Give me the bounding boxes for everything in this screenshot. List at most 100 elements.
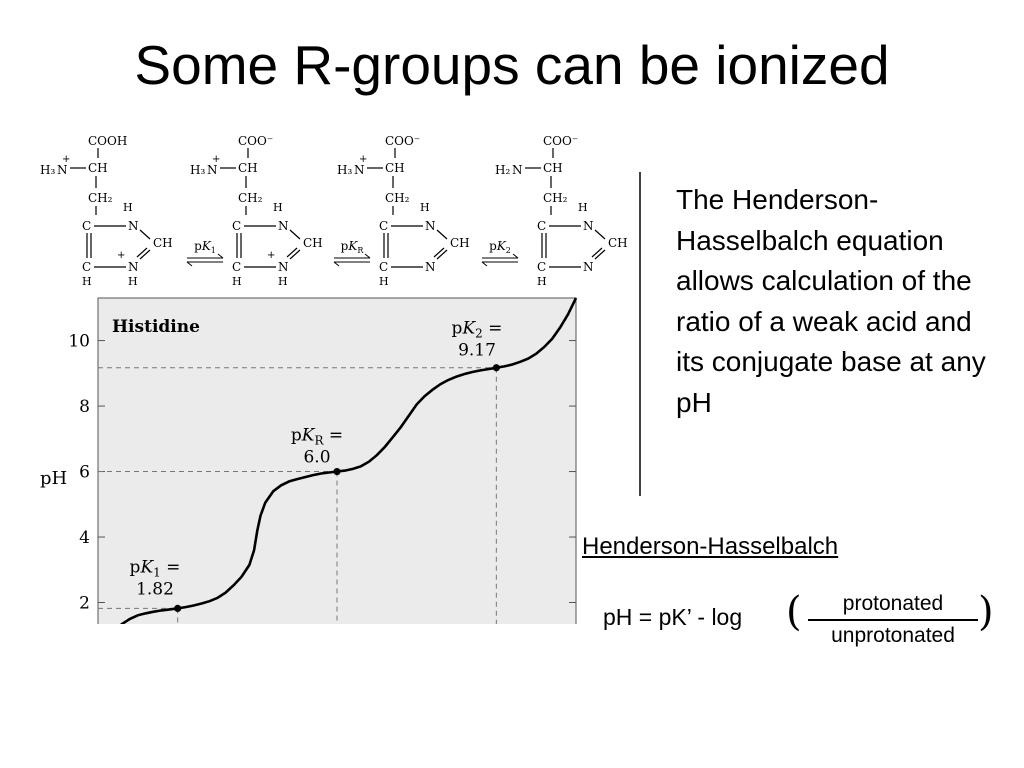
formula-denominator: unprotonated — [831, 623, 955, 647]
alpha-carbon-label: CH — [543, 161, 563, 175]
y-tick-label: 10 — [68, 332, 90, 352]
ring-carbon-hydrogen-label: H — [537, 275, 547, 288]
ring-carbon-2-label: C — [379, 260, 388, 274]
formula-lhs: pH = pK’ - log — [603, 604, 743, 630]
histidine-titration-chart: 24681001.02.03.0HistidinepHOH− (equivale… — [40, 297, 578, 624]
formula-numerator: protonated — [842, 592, 944, 615]
amine-n-label: N — [207, 163, 218, 177]
divider-line — [639, 172, 641, 496]
forward-arrow-head — [512, 253, 519, 259]
pk-subscript: R — [357, 246, 364, 255]
pk-k: K — [347, 239, 358, 253]
forward-arrow-head — [364, 253, 371, 259]
chart-title: Histidine — [112, 317, 200, 337]
pk-label-subscript: 1 — [153, 565, 161, 579]
titration-curve — [120, 297, 578, 624]
ring-n1-label: N — [278, 219, 289, 233]
henderson-hasselbalch-description: The Henderson-Hasselbalch equation allow… — [676, 184, 986, 418]
bond — [139, 229, 151, 240]
side-chain-ch2-label: CH₂ — [238, 191, 263, 205]
pk-label-value-1: 1.82 — [136, 579, 174, 599]
ring-carbon-label: C — [537, 219, 546, 233]
amine-charge-label: + — [62, 154, 70, 165]
pk-p: p — [341, 239, 349, 253]
bond — [286, 247, 298, 258]
pk-label-subscript: 2 — [475, 327, 483, 341]
ring-n3-charge-label: + — [117, 250, 125, 261]
ring-n3-label: N — [583, 260, 594, 274]
reverse-arrow-head — [333, 261, 340, 267]
carboxyl-group-label: COOH — [88, 134, 127, 148]
pk-label-equals: = — [323, 426, 343, 446]
ring-n3-charge-label: + — [267, 250, 275, 261]
ring-carbon-label: C — [379, 219, 388, 233]
bond — [136, 247, 148, 258]
ring-n1-hydrogen-label: H — [273, 201, 283, 214]
ring-n3-label: N — [128, 260, 139, 274]
side-chain-ch2-label: CH₂ — [385, 191, 410, 205]
ring-ch-label: CH — [153, 236, 173, 250]
pk-p: p — [489, 239, 497, 253]
equilibrium-label: pKR — [341, 239, 365, 255]
bond — [591, 247, 603, 258]
bond — [594, 249, 606, 260]
ring-n1-label: N — [583, 219, 594, 233]
amine-charge-label: + — [359, 154, 367, 165]
pk-point-2 — [333, 467, 341, 476]
pk-label-subscript: R — [314, 434, 324, 448]
pk-k: K — [496, 239, 507, 253]
equilibrium-arrow-3: pK2 — [481, 239, 519, 267]
pk-label-k: K — [301, 426, 316, 446]
amine-n-label: N — [57, 163, 68, 177]
ring-n3-hydrogen-label: H — [278, 275, 288, 288]
y-axis-label: pH — [40, 468, 67, 489]
pk-point-3 — [492, 364, 500, 372]
ring-carbon-hydrogen-label: H — [82, 275, 92, 288]
bond — [289, 229, 301, 240]
slide-title: Some R-groups can be ionized — [134, 34, 890, 96]
reverse-arrow-head — [186, 261, 193, 267]
pk-label-p: p — [130, 557, 141, 577]
pk-subscript: 2 — [506, 246, 511, 255]
amine-h-label: H₃ — [190, 163, 205, 177]
ring-ch-label: CH — [608, 236, 628, 250]
side-chain-ch2-label: CH₂ — [88, 191, 113, 205]
carboxyl-group-label: COO⁻ — [385, 134, 420, 148]
pk-label-k: K — [461, 319, 476, 339]
pk-label-equals: = — [161, 557, 181, 577]
amine-n-label: N — [354, 163, 365, 177]
amine-h-label: H₂ — [495, 163, 510, 177]
y-tick-label: 6 — [79, 463, 90, 483]
reverse-arrow-head — [481, 261, 488, 267]
ring-n3-label: N — [425, 260, 436, 274]
amine-h-label: H₃ — [40, 163, 55, 177]
henderson-hasselbalch-heading: Henderson-Hasselbalch — [582, 533, 839, 560]
pk-label-name-2: pKR = — [291, 426, 343, 448]
pk-label-name-3: pK2 = — [452, 319, 503, 341]
ring-carbon-2-label: C — [537, 260, 546, 274]
ring-n3-hydrogen-label: H — [128, 275, 138, 288]
ring-ch-label: CH — [450, 236, 470, 250]
ring-carbon-label: C — [82, 219, 91, 233]
alpha-carbon-label: CH — [88, 161, 108, 175]
ring-n1-hydrogen-label: H — [420, 201, 430, 214]
forward-arrow-head — [217, 253, 224, 259]
ring-carbon-2-label: C — [232, 260, 241, 274]
bond — [436, 249, 448, 260]
ring-n1-label: N — [128, 219, 139, 233]
pk-label-k: K — [139, 557, 154, 577]
pk-subscript: 1 — [211, 246, 216, 255]
y-tick-label: 8 — [79, 397, 90, 417]
bond — [594, 229, 606, 240]
fraction-bar — [808, 619, 978, 621]
amine-charge-label: + — [212, 154, 220, 165]
ring-carbon-label: C — [232, 219, 241, 233]
bond — [289, 249, 301, 260]
amine-n-label: N — [512, 163, 523, 177]
equilibrium-arrow-2: pKR — [333, 239, 371, 267]
amine-h-label: H₃ — [337, 163, 352, 177]
alpha-carbon-label: CH — [238, 161, 258, 175]
